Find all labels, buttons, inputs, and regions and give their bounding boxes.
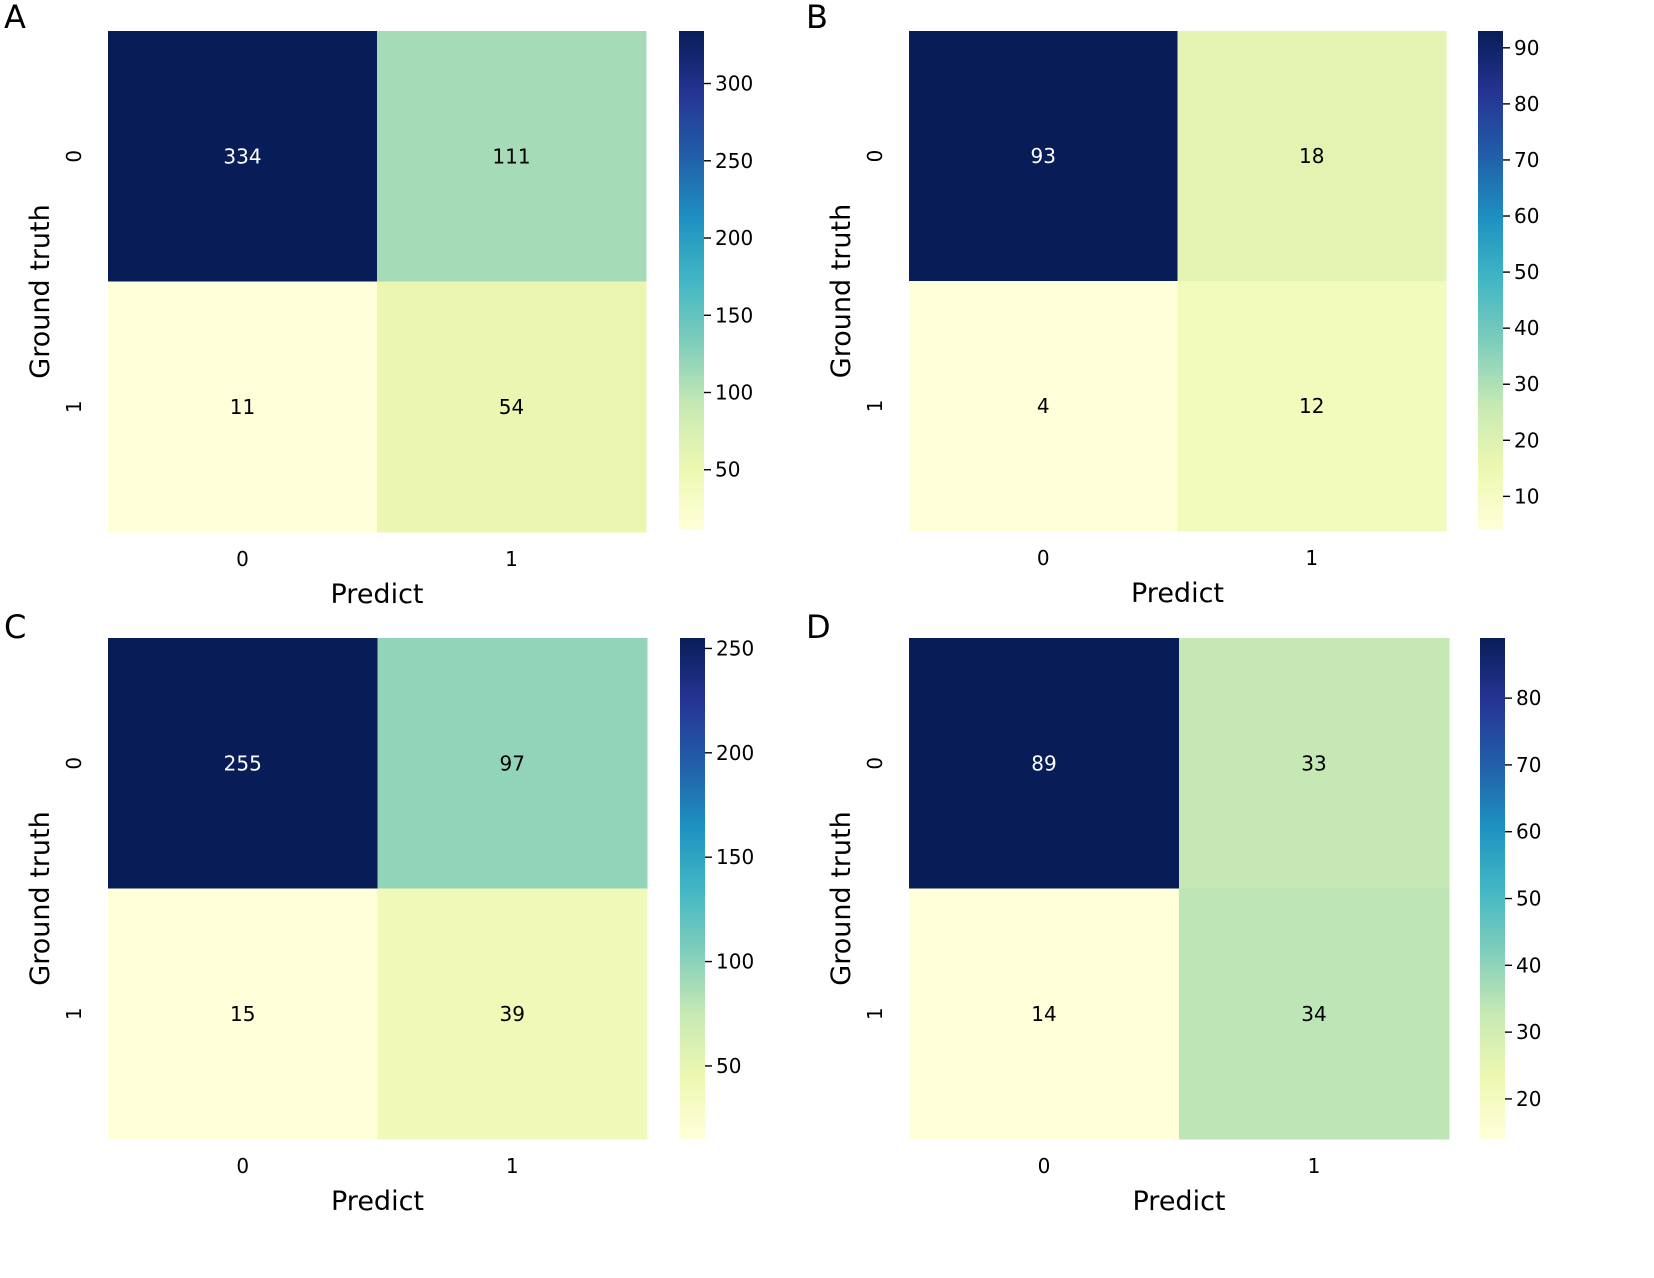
- colorbar-tick-label: 80: [1514, 92, 1539, 116]
- colorbar-tick-label: 100: [716, 950, 754, 974]
- cell-value-label: 18: [1299, 144, 1324, 168]
- heatmap-cell: [1179, 638, 1450, 889]
- heatmap-cell: [108, 281, 378, 533]
- cell-value-label: 97: [500, 751, 525, 775]
- cell-value-label: 4: [1037, 394, 1050, 418]
- heatmap-cell: [108, 888, 378, 1140]
- colorbar: [680, 638, 705, 1139]
- panel-label: D: [806, 608, 831, 646]
- x-axis-label: Predict: [1131, 578, 1224, 609]
- heatmap-cell: [1179, 888, 1450, 1140]
- heatmap-cell: [377, 638, 648, 889]
- x-tick-label: 1: [1308, 1154, 1321, 1178]
- heatmap-cell: [909, 281, 1178, 532]
- colorbar-tick-label: 30: [1514, 372, 1539, 396]
- x-axis-label: Predict: [331, 1186, 424, 1217]
- y-axis-label: Ground truth: [826, 204, 857, 378]
- y-tick-label: 0: [863, 757, 887, 770]
- x-tick-label: 0: [1038, 1154, 1051, 1178]
- cell-value-label: 111: [492, 144, 530, 168]
- colorbar-tick-label: 40: [1514, 316, 1539, 340]
- colorbar-tick-label: 50: [1514, 260, 1539, 284]
- x-tick-label: 0: [236, 1154, 249, 1178]
- colorbar: [679, 31, 704, 530]
- colorbar: [1478, 31, 1503, 530]
- colorbar-tick-label: 200: [715, 226, 753, 250]
- colorbar-tick-label: 10: [1514, 484, 1539, 508]
- cell-value-label: 34: [1301, 1002, 1326, 1026]
- colorbar-tick-label: 20: [1516, 1087, 1541, 1111]
- colorbar-tick-label: 80: [1516, 686, 1541, 710]
- heatmap-cell: [108, 638, 378, 889]
- y-axis-label: Ground truth: [826, 811, 857, 985]
- cell-value-label: 14: [1031, 1002, 1056, 1026]
- colorbar-tick-label: 50: [1516, 887, 1541, 911]
- colorbar-tick-label: 200: [716, 741, 754, 765]
- colorbar-tick-label: 50: [716, 1054, 741, 1078]
- cell-value-label: 334: [223, 144, 261, 168]
- cell-value-label: 12: [1299, 394, 1324, 418]
- colorbar-tick-label: 30: [1516, 1020, 1541, 1044]
- colorbar-tick-label: 60: [1514, 204, 1539, 228]
- cell-value-label: 89: [1031, 751, 1056, 775]
- cell-value-label: 33: [1301, 751, 1326, 775]
- heatmap-cell: [1177, 281, 1447, 532]
- panel-label: A: [4, 0, 26, 36]
- colorbar-tick-label: 90: [1514, 36, 1539, 60]
- y-tick-label: 0: [62, 757, 86, 770]
- colorbar-tick-label: 250: [715, 149, 753, 173]
- x-tick-label: 0: [236, 547, 249, 571]
- colorbar-tick-label: 70: [1516, 753, 1541, 777]
- y-axis-label: Ground truth: [25, 204, 56, 378]
- x-axis-label: Predict: [1133, 1186, 1226, 1217]
- panel-label: B: [806, 0, 828, 36]
- y-tick-label: 0: [62, 150, 86, 163]
- cell-value-label: 11: [230, 395, 255, 419]
- heatmap-panel-d: D 89 33 14 34 0 1 Predict 0 1 Ground truth 20 30 40 50…: [806, 608, 1541, 1217]
- colorbar-tick-label: 60: [1516, 820, 1541, 844]
- colorbar-tick-label: 70: [1514, 148, 1539, 172]
- colorbar-tick-label: 250: [716, 636, 754, 660]
- y-tick-label: 1: [863, 1007, 887, 1020]
- colorbar-tick-label: 40: [1516, 953, 1541, 977]
- heatmap-cell: [377, 31, 647, 282]
- x-tick-label: 1: [1305, 546, 1318, 570]
- cell-value-label: 93: [1031, 144, 1056, 168]
- x-axis-label: Predict: [331, 579, 424, 610]
- panel-label: C: [4, 608, 26, 646]
- y-axis-label: Ground truth: [25, 811, 56, 985]
- y-tick-label: 1: [863, 400, 887, 413]
- heatmap-cell: [909, 638, 1180, 889]
- cell-value-label: 255: [224, 751, 262, 775]
- colorbar-tick-label: 150: [715, 303, 753, 327]
- heatmap-cell: [1177, 31, 1447, 282]
- heatmap-cell: [377, 281, 647, 533]
- heatmap-panel-c: C 255 97 15 39 0 1 Predict 0 1 Ground truth 50 100 15…: [4, 608, 754, 1217]
- heatmap-cell: [909, 31, 1178, 282]
- x-tick-label: 1: [506, 1154, 519, 1178]
- colorbar-tick-label: 20: [1514, 428, 1539, 452]
- heatmap-cell: [108, 31, 378, 282]
- colorbar-tick-label: 150: [716, 845, 754, 869]
- cell-value-label: 39: [500, 1002, 525, 1026]
- heatmap-panel-b: B 93 18 4 12 0 1 Predict 0 1 Ground truth 10 20 30 40 5…: [806, 0, 1539, 609]
- colorbar-tick-label: 100: [715, 381, 753, 405]
- x-tick-label: 1: [505, 547, 518, 571]
- y-tick-label: 1: [62, 1007, 86, 1020]
- x-tick-label: 0: [1037, 546, 1050, 570]
- cell-value-label: 54: [499, 395, 524, 419]
- colorbar-tick-label: 50: [715, 458, 740, 482]
- colorbar-tick-label: 300: [715, 72, 753, 96]
- y-tick-label: 0: [863, 150, 887, 163]
- heatmap-cell: [909, 888, 1180, 1140]
- colorbar: [1480, 638, 1505, 1139]
- y-tick-label: 1: [62, 400, 86, 413]
- heatmap-cell: [377, 888, 648, 1140]
- cell-value-label: 15: [230, 1002, 255, 1026]
